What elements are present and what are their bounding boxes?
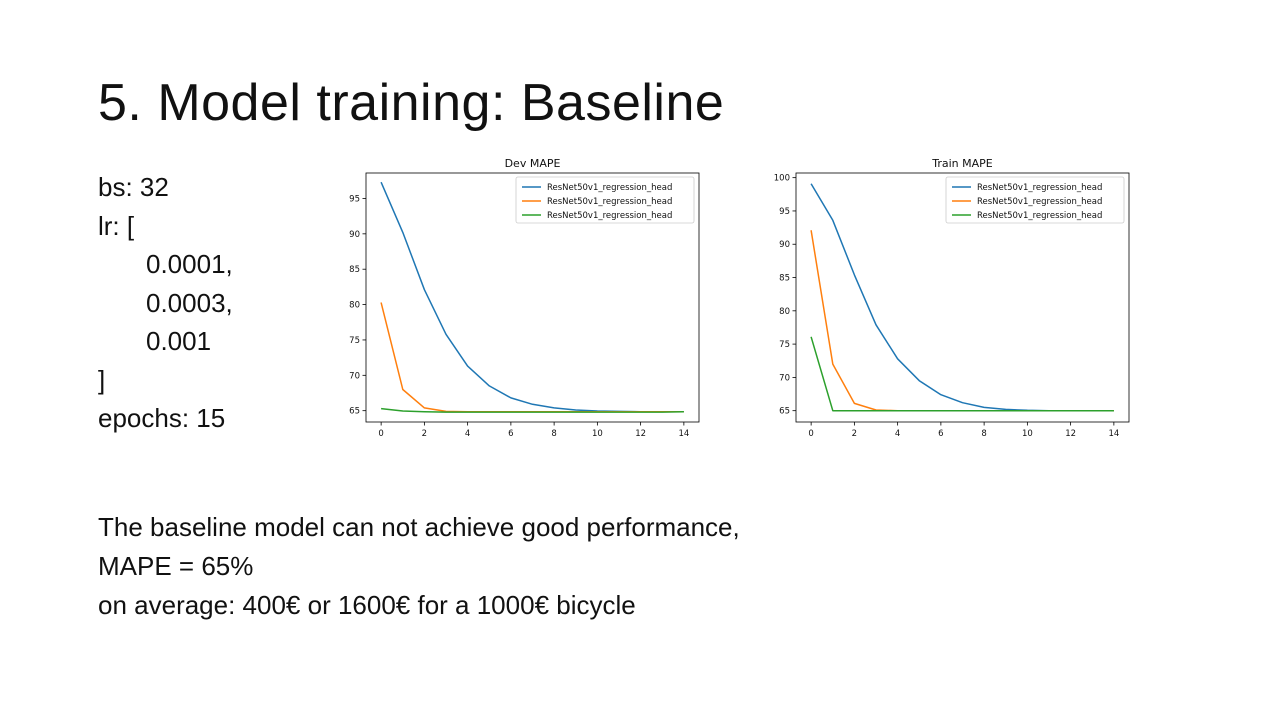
x-tick-label: 6: [508, 429, 513, 439]
y-tick-label: 100: [774, 174, 790, 184]
y-tick-label: 75: [349, 336, 360, 346]
legend-label: ResNet50v1_regression_head: [547, 211, 672, 221]
chart-svg: Train MAPE 0 2 4 6 8 10 12 14 65 70 75 80 85 90 95 100 Re…: [774, 157, 1130, 439]
series-line: [810, 230, 1114, 412]
y-tick-label: 80: [779, 307, 790, 317]
series-line: [380, 302, 684, 413]
dev-mape-chart: Dev MAPE 0 2 4 6 8 10 12 14 65 70 75 80 85 90 95 ResNet5…: [322, 152, 710, 458]
chart-svg: Dev MAPE 0 2 4 6 8 10 12 14 65 70 75 80 85 90 95 ResNet5…: [349, 157, 700, 439]
y-tick-label: 90: [349, 230, 360, 240]
batch-size: bs: 32: [98, 172, 169, 202]
legend-box: [945, 176, 1125, 224]
x-tick-label: 6: [938, 429, 943, 439]
series-line: [810, 336, 1114, 412]
x-tick-label: 8: [981, 429, 986, 439]
conclusion: The baseline model can not achieve good …: [98, 508, 998, 625]
y-tick-label: 65: [779, 407, 790, 417]
x-tick-label: 14: [678, 429, 689, 439]
plot-frame: [795, 172, 1130, 423]
legend-label: ResNet50v1_regression_head: [977, 197, 1102, 207]
legend-box: [515, 176, 695, 224]
x-tick-label: 4: [895, 429, 900, 439]
x-tick-label: 8: [551, 429, 556, 439]
learning-rate-value: 0.001: [146, 326, 212, 356]
y-tick-label: 75: [779, 340, 790, 350]
plot-frame: [365, 172, 700, 423]
learning-rate-open: lr: [: [98, 210, 135, 241]
legend: ResNet50v1_regression_head ResNet50v1_reg…: [945, 176, 1125, 224]
legend-label: ResNet50v1_regression_head: [977, 183, 1102, 193]
y-tick-label: 80: [349, 301, 360, 311]
y-tick-label: 95: [779, 207, 790, 217]
x-tick-label: 4: [465, 429, 470, 439]
hyperparameters: bs: 32 lr: [ 0.0001, 0.0003, 0.001 ] epo…: [98, 168, 298, 438]
conclusion-line: MAPE = 65%: [98, 551, 254, 581]
chart-title: Dev MAPE: [505, 157, 561, 170]
x-tick-label: 12: [635, 429, 646, 439]
series-line: [381, 407, 684, 413]
x-tick-label: 10: [592, 429, 603, 439]
x-tick-label: 0: [808, 429, 813, 439]
x-tick-label: 2: [852, 429, 857, 439]
train-mape-chart: Train MAPE 0 2 4 6 8 10 12 14 65 70 75 80 85 90 95 100 Re…: [752, 152, 1140, 458]
x-tick-label: 10: [1022, 429, 1033, 439]
epochs: epochs: 15: [98, 403, 226, 433]
x-tick-label: 0: [378, 429, 383, 439]
y-tick-label: 70: [779, 373, 790, 383]
y-tick-label: 65: [349, 407, 360, 417]
y-tick-label: 90: [779, 240, 790, 250]
y-tick-label: 85: [349, 265, 360, 275]
conclusion-line: on average: 400€ or 1600€ for a 1000€ bi…: [98, 590, 636, 620]
chart-title: Train MAPE: [931, 157, 993, 170]
legend-label: ResNet50v1_regression_head: [977, 211, 1102, 221]
conclusion-line: The baseline model can not achieve good …: [98, 512, 740, 542]
x-tick-label: 12: [1065, 429, 1076, 439]
learning-rate-value: 0.0001,: [146, 249, 233, 279]
learning-rate-close: ]: [98, 364, 106, 395]
slide-title: 5. Model training: Baseline: [98, 74, 725, 132]
x-tick-label: 2: [422, 429, 427, 439]
legend-label: ResNet50v1_regression_head: [547, 197, 672, 207]
legend: ResNet50v1_regression_head ResNet50v1_reg…: [515, 176, 695, 224]
legend-label: ResNet50v1_regression_head: [547, 183, 672, 193]
y-tick-label: 85: [779, 274, 790, 284]
y-tick-label: 70: [349, 371, 360, 381]
learning-rate-value: 0.0003,: [146, 287, 233, 318]
y-tick-label: 95: [349, 194, 360, 204]
x-tick-label: 14: [1108, 429, 1119, 439]
